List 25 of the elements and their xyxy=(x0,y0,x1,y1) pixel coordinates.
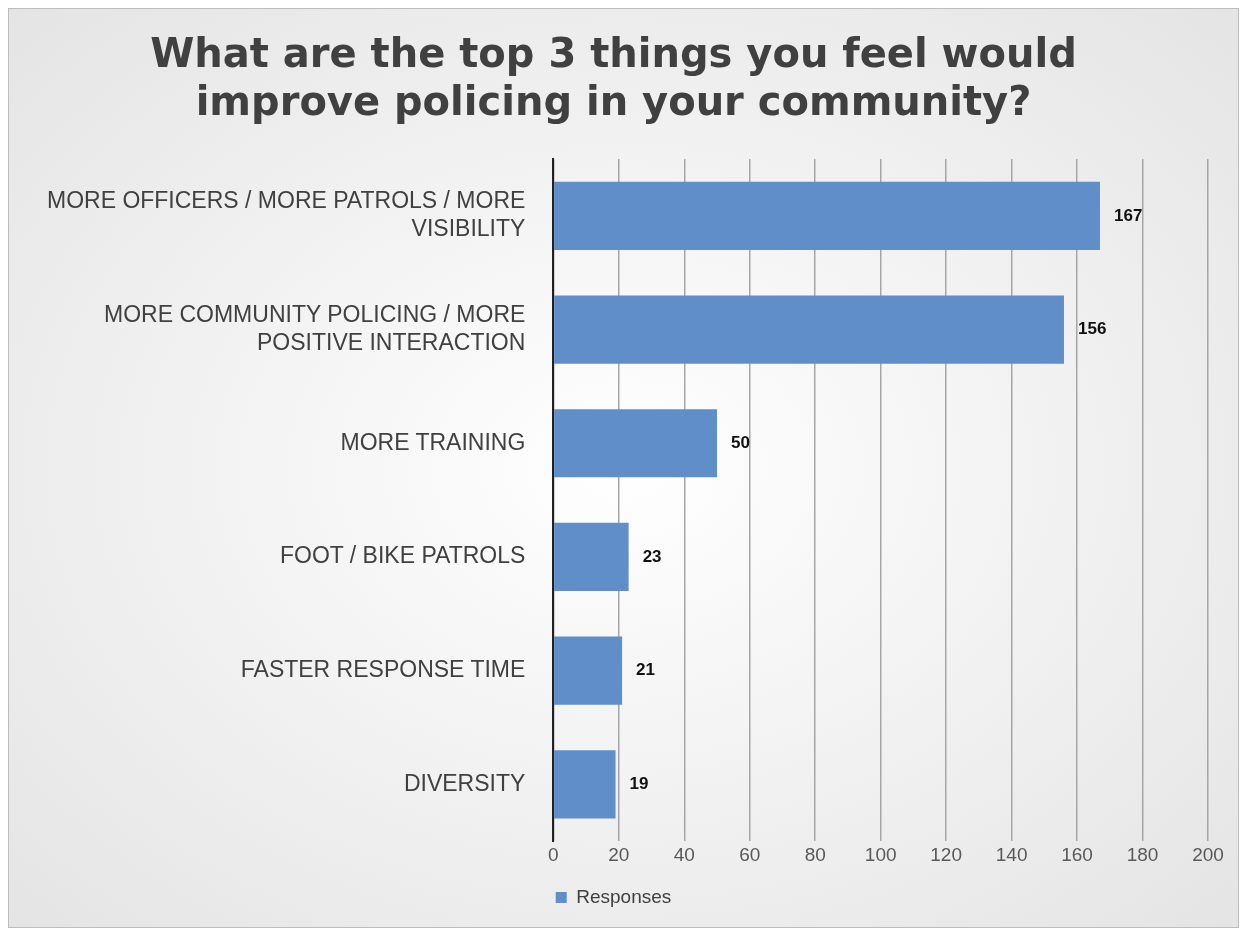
data-label: 167 xyxy=(1113,205,1143,225)
data-label: 19 xyxy=(629,774,649,794)
x-tick-label: 80 xyxy=(804,843,826,865)
x-tick-label: 200 xyxy=(1192,843,1224,865)
data-label: 156 xyxy=(1077,319,1107,339)
x-tick-label: 0 xyxy=(548,843,559,865)
y-tick-label: FASTER RESPONSE TIME xyxy=(240,655,526,682)
x-tick-label: 100 xyxy=(864,843,897,865)
y-tick-label: DIVERSITY xyxy=(403,769,526,796)
x-tick-label: 160 xyxy=(1061,843,1093,865)
y-tick-label: MORE COMMUNITY POLICING / MORE POSITIVE INTERACTION xyxy=(104,301,526,355)
x-tick-label: 120 xyxy=(930,843,962,865)
data-label: 21 xyxy=(636,660,656,680)
data-label: 23 xyxy=(642,546,662,566)
x-tick-label: 140 xyxy=(995,843,1028,865)
x-tick-label: 20 xyxy=(608,843,630,865)
x-tick-label: 60 xyxy=(739,843,761,865)
y-tick-label: FOOT / BIKE PATROLS xyxy=(279,542,526,569)
chart-title: What are the top 3 things you feel would improve policing in your community? xyxy=(150,30,1077,125)
legend-label: Responses xyxy=(576,885,672,907)
x-tick-label: 180 xyxy=(1126,843,1159,865)
data-label: 50 xyxy=(731,432,750,452)
y-tick-label: MORE TRAINING xyxy=(340,428,526,455)
x-tick-label: 40 xyxy=(673,843,695,865)
y-tick-label: MORE OFFICERS / MORE PATROLS / MORE VISIBILITY xyxy=(46,187,526,241)
